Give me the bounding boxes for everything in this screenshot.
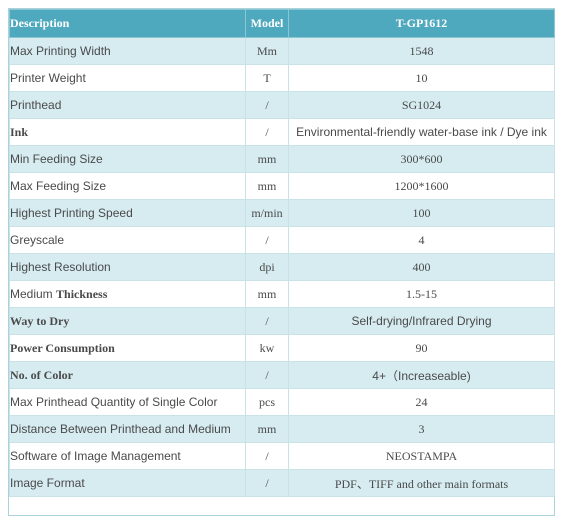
row-unit: / bbox=[245, 442, 289, 470]
table-row: Way to Dry / Self-drying/Infrared Drying bbox=[9, 307, 555, 335]
row-label: No. of Color bbox=[9, 361, 246, 389]
table-row: Ink / Environmental-friendly water-base … bbox=[9, 118, 555, 146]
row-label-pre: Medium bbox=[10, 286, 57, 301]
table-row: Printhead / SG1024 bbox=[9, 91, 555, 119]
row-value: 4+（Increaseable) bbox=[288, 361, 555, 389]
row-value: 4 bbox=[288, 226, 555, 254]
table-row: Max Feeding Size mm 1200*1600 bbox=[9, 172, 555, 200]
row-value: SG1024 bbox=[288, 91, 555, 119]
row-label: Ink bbox=[9, 118, 246, 146]
row-label: Medium Thickness bbox=[9, 280, 246, 308]
row-unit: Mm bbox=[245, 37, 289, 65]
row-unit: dpi bbox=[245, 253, 289, 281]
row-unit: / bbox=[245, 361, 289, 389]
table-row: Printer Weight T 10 bbox=[9, 64, 555, 92]
table-row: Power Consumption kw 90 bbox=[9, 334, 555, 362]
table-header-row: Description Model T-GP1612 bbox=[9, 9, 555, 38]
header-model: Model bbox=[245, 9, 289, 38]
row-label: Printer Weight bbox=[9, 64, 246, 92]
table-row: Medium Thickness mm 1.5-15 bbox=[9, 280, 555, 308]
row-label: Highest Printing Speed bbox=[9, 199, 246, 227]
spec-table: Description Model T-GP1612 Max Printing … bbox=[9, 9, 555, 497]
row-unit: mm bbox=[245, 172, 289, 200]
table-row: Software of Image Management / NEOSTAMPA bbox=[9, 442, 555, 470]
row-value: 1548 bbox=[288, 37, 555, 65]
row-value: 10 bbox=[288, 64, 555, 92]
spec-table-frame: Description Model T-GP1612 Max Printing … bbox=[8, 8, 555, 516]
row-unit: mm bbox=[245, 145, 289, 173]
row-label: Printhead bbox=[9, 91, 246, 119]
row-label: Way to Dry bbox=[9, 307, 246, 335]
table-row: Image Format / PDF、TIFF and other main f… bbox=[9, 469, 555, 497]
row-label-bold: Thickness bbox=[56, 286, 108, 301]
table-row: Distance Between Printhead and Medium mm… bbox=[9, 415, 555, 443]
row-label: Distance Between Printhead and Medium bbox=[9, 415, 246, 443]
row-unit: mm bbox=[245, 280, 289, 308]
header-description: Description bbox=[9, 9, 246, 38]
row-label: Power Consumption bbox=[9, 334, 246, 362]
row-label: Software of Image Management bbox=[9, 442, 246, 470]
row-label: Greyscale bbox=[9, 226, 246, 254]
row-unit: / bbox=[245, 226, 289, 254]
row-value: 100 bbox=[288, 199, 555, 227]
row-label: Highest Resolution bbox=[9, 253, 246, 281]
row-unit: pcs bbox=[245, 388, 289, 416]
row-label: Max Printing Width bbox=[9, 37, 246, 65]
row-unit: mm bbox=[245, 415, 289, 443]
row-value: PDF、TIFF and other main formats bbox=[288, 469, 555, 497]
row-value: NEOSTAMPA bbox=[288, 442, 555, 470]
row-value: 1.5-15 bbox=[288, 280, 555, 308]
table-row: Highest Printing Speed m/min 100 bbox=[9, 199, 555, 227]
row-unit: / bbox=[245, 118, 289, 146]
table-row: No. of Color / 4+（Increaseable) bbox=[9, 361, 555, 389]
row-value: 400 bbox=[288, 253, 555, 281]
table-row: Highest Resolution dpi 400 bbox=[9, 253, 555, 281]
row-label: Max Printhead Quantity of Single Color bbox=[9, 388, 246, 416]
row-value: 3 bbox=[288, 415, 555, 443]
table-row: Max Printhead Quantity of Single Color p… bbox=[9, 388, 555, 416]
row-unit: m/min bbox=[245, 199, 289, 227]
header-product: T-GP1612 bbox=[288, 9, 555, 38]
row-value: Environmental-friendly water-base ink / … bbox=[288, 118, 555, 146]
row-unit: / bbox=[245, 307, 289, 335]
table-row: Max Printing Width Mm 1548 bbox=[9, 37, 555, 65]
row-value: Self-drying/Infrared Drying bbox=[288, 307, 555, 335]
row-value: 90 bbox=[288, 334, 555, 362]
row-label: Image Format bbox=[9, 469, 246, 497]
row-value: 24 bbox=[288, 388, 555, 416]
row-unit: / bbox=[245, 469, 289, 497]
row-value: 1200*1600 bbox=[288, 172, 555, 200]
row-label: Min Feeding Size bbox=[9, 145, 246, 173]
row-unit: T bbox=[245, 64, 289, 92]
table-row: Min Feeding Size mm 300*600 bbox=[9, 145, 555, 173]
row-unit: / bbox=[245, 91, 289, 119]
table-row: Greyscale / 4 bbox=[9, 226, 555, 254]
row-label: Max Feeding Size bbox=[9, 172, 246, 200]
row-unit: kw bbox=[245, 334, 289, 362]
row-value: 300*600 bbox=[288, 145, 555, 173]
